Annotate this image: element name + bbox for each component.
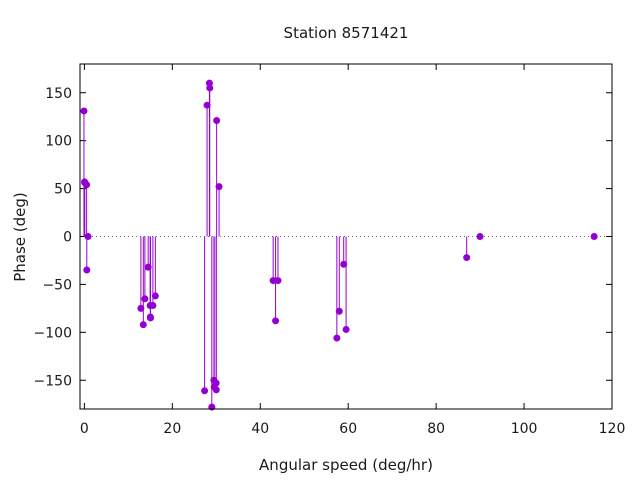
data-point xyxy=(335,307,343,315)
y-tick-label: 150 xyxy=(45,86,72,102)
chart-title: Station 8571421 xyxy=(284,24,409,42)
data-point xyxy=(274,277,282,285)
x-tick-label: 40 xyxy=(251,421,269,437)
data-point xyxy=(208,403,216,411)
plot-frame xyxy=(79,63,613,410)
data-point xyxy=(83,181,91,189)
data-point xyxy=(149,302,157,309)
data-point xyxy=(151,292,159,300)
data-point xyxy=(590,233,598,240)
x-tick-label: 20 xyxy=(163,421,181,437)
data-point xyxy=(342,325,350,333)
x-tick-label: 80 xyxy=(427,421,445,437)
x-tick-label: 120 xyxy=(599,421,626,437)
data-point xyxy=(84,233,92,240)
data-point xyxy=(212,379,220,387)
data-point xyxy=(272,317,280,325)
data-marks xyxy=(80,79,598,411)
y-tick-label: 0 xyxy=(63,230,72,246)
x-tick-label: 60 xyxy=(339,421,357,437)
y-tick-label: −150 xyxy=(34,373,72,389)
y-axis-title: Phase (deg) xyxy=(11,192,29,282)
data-point xyxy=(203,101,211,109)
data-point xyxy=(340,260,348,268)
data-point xyxy=(80,107,88,115)
data-point xyxy=(213,117,221,125)
data-point xyxy=(333,334,341,342)
data-point xyxy=(137,304,145,312)
data-point xyxy=(144,263,152,271)
data-point xyxy=(206,84,214,92)
data-point xyxy=(201,387,209,395)
x-axis-title: Angular speed (deg/hr) xyxy=(259,456,433,474)
data-point xyxy=(476,233,484,240)
data-point xyxy=(269,277,277,285)
y-tick-label: −100 xyxy=(34,325,72,341)
data-point xyxy=(83,266,91,274)
data-point xyxy=(141,295,149,303)
x-tick-label: 100 xyxy=(511,421,538,437)
y-tick-label: 50 xyxy=(54,182,72,198)
y-tick-label: 100 xyxy=(45,134,72,150)
x-tick-label: 0 xyxy=(80,421,89,437)
data-point xyxy=(147,314,155,322)
y-tick-label: −50 xyxy=(42,277,72,293)
data-point xyxy=(139,321,147,329)
data-point xyxy=(212,386,220,394)
data-point xyxy=(463,254,471,262)
data-point xyxy=(215,183,223,191)
